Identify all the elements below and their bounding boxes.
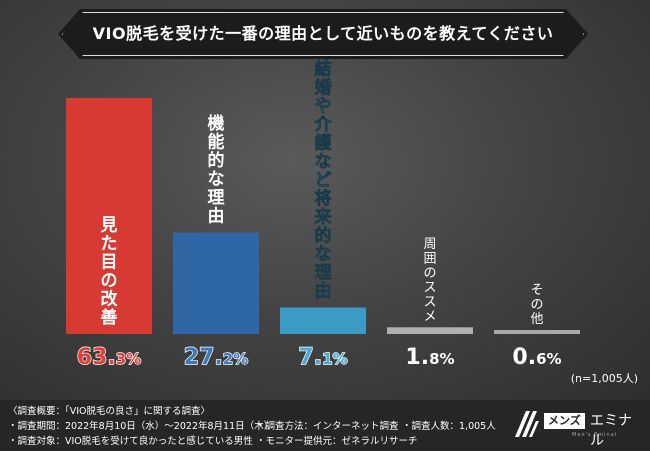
survey-overview: 〈調査概要：「VIO脱毛の良さ」に関する調査〉	[8, 406, 211, 417]
survey-provider: ・モニター提供元：ゼネラルリサーチ	[256, 436, 418, 447]
title-banner	[58, 9, 588, 59]
bar-5	[494, 330, 580, 334]
brand-logo: メンズ エミナル Men's Eminal	[514, 408, 644, 449]
bar-3	[280, 307, 366, 334]
bar-chart: 見た目の改善 63.3% 機能的な理由 27.2% 結婚や介護など将来的な理由 7.1% 周…	[66, 58, 638, 385]
title-banner-border	[62, 12, 584, 56]
bar-4	[387, 327, 473, 334]
value-label-1: 63.3%	[77, 345, 141, 370]
value-label-4: 1.8%	[405, 345, 454, 370]
survey-period: ・調査期間：2022年8月10日（水）〜2022年8月11日（木）	[8, 421, 274, 432]
category-label-4: 周囲のススメ	[423, 237, 436, 325]
logo-mark-icon	[515, 411, 539, 437]
survey-method: ・調査方法：インターネット調査	[256, 421, 399, 432]
logo-subtext: Men's Eminal	[572, 432, 618, 438]
logo-text-mens: メンズ	[544, 413, 585, 429]
bars-layer: 見た目の改善 63.3% 機能的な理由 27.2% 結婚や介護など将来的な理由 7.1% 周…	[66, 58, 580, 371]
value-label-2: 27.2%	[184, 345, 248, 370]
category-label-2: 機能的な理由	[208, 113, 225, 227]
sample-size-note: (n=1,005人)	[571, 372, 638, 385]
category-label-3: 結婚や介護など将来的な理由	[314, 59, 333, 302]
category-label-5: その他	[530, 283, 543, 327]
value-label-3: 7.1%	[298, 345, 347, 370]
survey-footer: 〈調査概要：「VIO脱毛の良さ」に関する調査〉 ・調査期間：2022年8月10日…	[0, 400, 650, 450]
survey-respondents: ・調査人数：1,005人	[402, 421, 496, 432]
logo-text-eminal: エミナル	[590, 413, 632, 449]
value-label-5: 0.6%	[512, 345, 561, 370]
survey-target: ・調査対象：VIO脱毛を受けて良かったと感じている男性	[8, 436, 253, 447]
bar-2	[173, 232, 259, 334]
chart-title: VIO脱毛を受けた一番の理由として近いものを教えてください	[92, 24, 554, 43]
category-label-1: 見た目の改善	[100, 216, 119, 329]
bar-1	[66, 98, 152, 334]
